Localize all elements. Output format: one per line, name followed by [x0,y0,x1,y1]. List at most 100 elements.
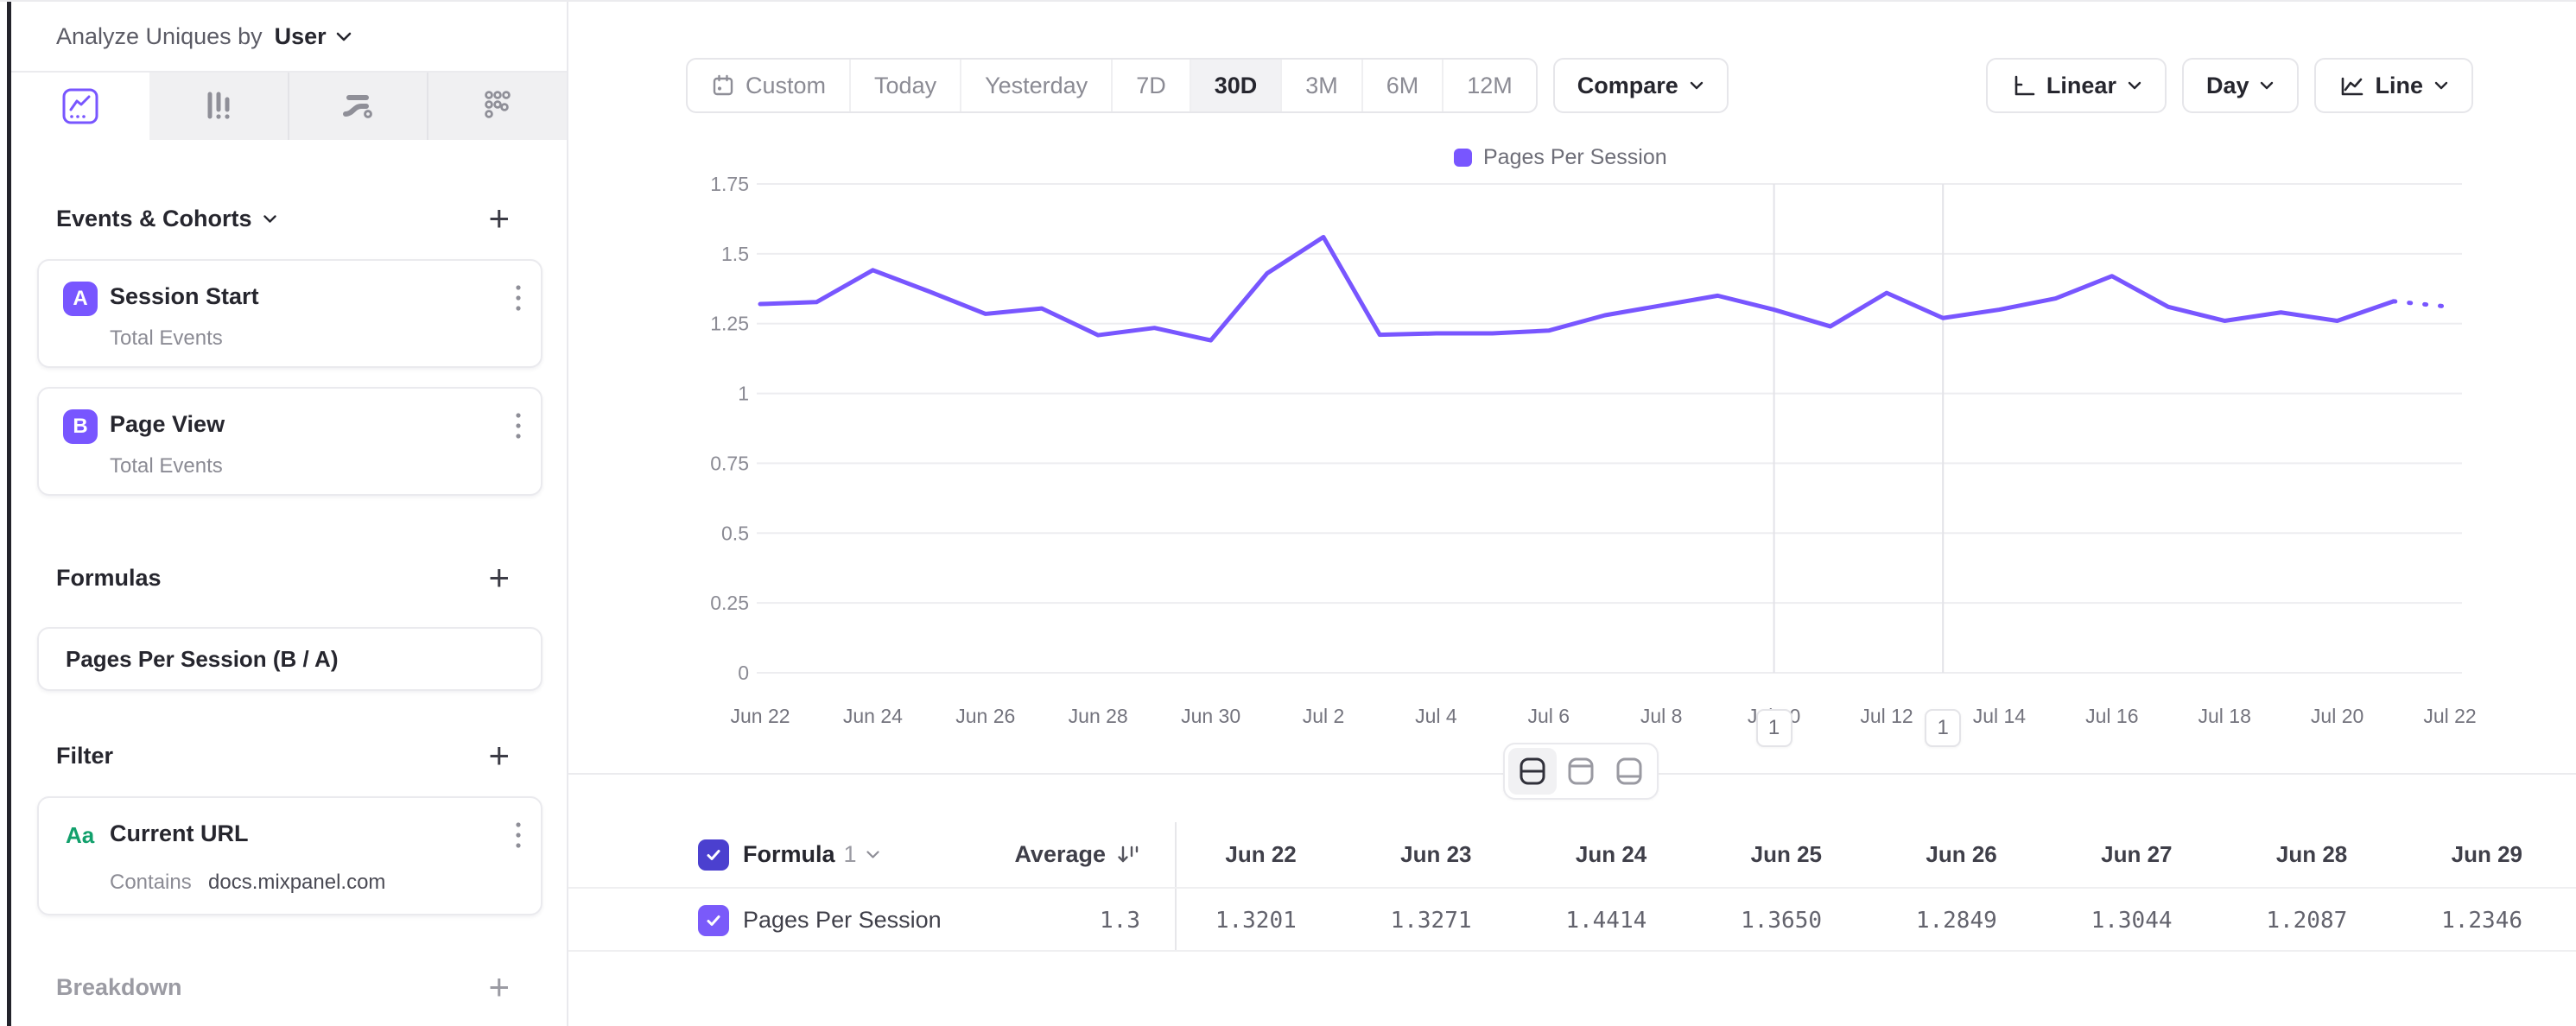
formula-name: Pages Per Session (B / A) [66,645,339,672]
formula-card[interactable]: Pages Per Session (B / A) [37,627,542,691]
filter-card-current-url[interactable]: Aa Current URL Contains docs.mixpanel.co… [37,796,542,915]
range-label: 3M [1305,72,1338,98]
average-sort-header[interactable]: Average [897,822,1140,887]
annotation-marker[interactable]: 1 [1755,709,1792,747]
chart-type-dropdown[interactable]: Line [2314,58,2473,113]
analyze-by-value: User [274,22,327,49]
tab-insights-line[interactable] [11,73,149,140]
add-filter-button[interactable]: + [488,735,510,776]
chevron-down-icon [336,32,351,41]
table-row: Pages Per Session 1.3 1.3201 1.3271 1.44… [568,890,2576,952]
interval-label: Day [2205,72,2249,98]
events-section-title[interactable]: Events & Cohorts [56,206,277,232]
cell-value: 1.3201 [1215,907,1297,934]
range-yesterday-button[interactable]: Yesterday [960,60,1111,111]
view-split-button[interactable] [1508,748,1557,795]
row-values: 1.3201 1.3271 1.4414 1.3650 1.2849 1.304… [1175,890,2576,950]
formulas-section-title: Formulas [56,565,162,592]
y-axis-tick-label: 1.75 [710,173,749,195]
date-column[interactable]: Jun 23 [1400,841,1472,867]
breakdown-section-title: Breakdown [56,974,182,1001]
x-axis-tick-label: Jul 18 [2198,705,2251,727]
add-event-button[interactable]: + [488,198,510,238]
average-label: Average [1014,841,1106,867]
date-column[interactable]: Jun 29 [2451,841,2522,867]
kebab-menu-icon[interactable] [515,820,522,850]
table-view-icon [1616,757,1642,785]
select-all-checkbox[interactable] [698,839,729,871]
tab-flow[interactable] [287,73,428,140]
cell-value: 1.3044 [2091,907,2173,934]
y-axis-tick-label: 0.75 [710,452,749,474]
cell-value: 1.3271 [1390,907,1472,934]
x-axis-tick-label: Jul 22 [2423,705,2476,727]
legend-label: Pages Per Session [1483,145,1667,169]
view-chart-button[interactable] [1557,748,1605,795]
series-line-incomplete[interactable] [2391,299,2452,309]
date-column[interactable]: Jun 25 [1750,841,1822,867]
chevron-down-icon [1690,81,1704,90]
y-axis-tick-label: 1.5 [721,243,749,265]
date-column[interactable]: Jun 28 [2275,841,2348,867]
chart-canvas[interactable]: 0 0.25 0.5 0.75 1 1.25 1.5 1.75 Jun 22 Jun 24 Jun … [568,149,2576,762]
cell-value: 1.2087 [2266,907,2348,934]
range-12m-button[interactable]: 12M [1442,60,1536,111]
range-7d-button[interactable]: 7D [1111,60,1190,111]
event-metric[interactable]: Total Events [110,454,223,478]
add-breakdown-button[interactable]: + [488,966,510,1007]
date-column[interactable]: Jun 26 [1926,841,1997,867]
series-name: Pages Per Session [743,907,942,933]
event-card-session-start[interactable]: A Session Start Total Events [37,259,542,368]
x-axis-tick-label: Jul 16 [2085,705,2138,727]
x-axis-tick-label: Jun 22 [730,705,790,727]
kebab-menu-icon[interactable] [515,283,522,313]
cell-value: 1.3650 [1741,907,1822,934]
date-column[interactable]: Jun 22 [1225,841,1297,867]
range-6m-button[interactable]: 6M [1361,60,1443,111]
y-axis-tick-label: 1 [738,383,749,405]
chart-legend-item[interactable]: Pages Per Session [1454,145,1667,170]
formulas-section-title-text: Formulas [56,564,162,591]
analyze-by-dropdown[interactable]: User [275,23,352,50]
average-value: 1.3 [1100,907,1140,934]
y-axis-tick-label: 0.25 [710,592,749,614]
event-card-page-view[interactable]: B Page View Total Events [37,387,542,496]
date-column[interactable]: Jun 27 [2101,841,2173,867]
range-custom-button[interactable]: Custom [688,60,849,111]
formula-dropdown[interactable]: Formula 1 [743,841,880,868]
query-builder-sidebar: Analyze Uniques by User [11,2,568,1026]
linear-axis-icon [2014,75,2035,96]
range-30d-button[interactable]: 30D [1189,60,1281,111]
filter-value[interactable]: docs.mixpanel.com [208,871,386,894]
x-axis-tick-label: Jun 24 [843,705,903,727]
formula-label: Formula [743,841,835,867]
x-axis-tick-label: Jul 12 [1860,705,1913,727]
row-checkbox[interactable] [698,904,729,936]
axis-scale-dropdown[interactable]: Linear [1985,58,2167,113]
analyze-row: Analyze Uniques by User [11,2,567,73]
interval-dropdown[interactable]: Day [2181,58,2300,113]
filter-section-title-text: Filter [56,742,114,769]
annotation-marker[interactable]: 1 [1925,709,1962,747]
x-axis-tick-label: Jul 20 [2311,705,2363,727]
compare-dropdown[interactable]: Compare [1552,58,1729,113]
tab-retention[interactable] [427,73,567,140]
add-formula-button[interactable]: + [488,557,510,598]
y-axis-tick-label: 0.5 [721,522,749,544]
kebab-menu-icon[interactable] [515,411,522,440]
x-axis-tick-label: Jun 30 [1181,705,1240,727]
event-metric[interactable]: Total Events [110,326,223,350]
filter-operator[interactable]: Contains [110,871,192,894]
formula-index: 1 [843,841,857,867]
view-table-button[interactable] [1605,748,1653,795]
series-line[interactable] [758,234,2396,343]
chevron-down-icon [2434,81,2448,90]
range-today-button[interactable]: Today [849,60,960,111]
filter-property-name: Current URL [110,820,249,846]
range-3m-button[interactable]: 3M [1280,60,1361,111]
range-label: Custom [746,72,827,98]
date-column[interactable]: Jun 24 [1575,841,1647,867]
tab-bar-chart[interactable] [149,73,288,140]
date-range-selector: Custom Today Yesterday 7D 30D 3M 6M 12M [686,58,1538,113]
calendar-icon [713,74,733,96]
